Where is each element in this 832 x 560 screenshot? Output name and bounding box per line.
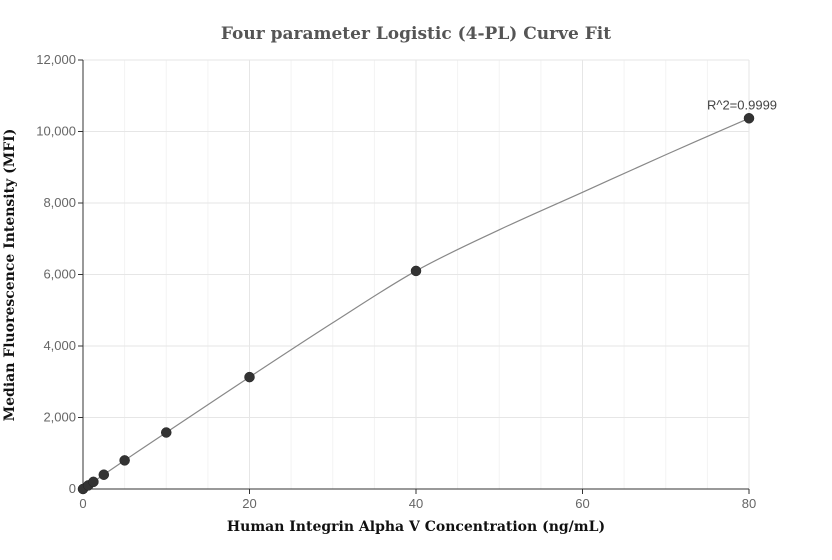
x-tick-label: 0 — [79, 496, 86, 511]
data-points-layer — [77, 113, 755, 495]
y-tick-label: 0 — [69, 481, 76, 496]
x-tick-label: 40 — [409, 496, 423, 511]
fit-curve-line — [82, 117, 750, 490]
y-tick-label: 6,000 — [43, 267, 76, 282]
x-tick-label: 60 — [575, 496, 589, 511]
y-tick-label: 12,000 — [36, 52, 76, 67]
data-point — [119, 455, 130, 466]
x-tick-label: 20 — [242, 496, 256, 511]
y-tick-label: 10,000 — [36, 124, 76, 139]
annotation-layer: R^2=0.9999 — [707, 97, 777, 112]
data-point — [98, 469, 110, 480]
y-axis-label: Median Fluorescence Intensity (MFI) — [2, 129, 18, 422]
fit-curve-layer — [82, 117, 750, 490]
data-point — [244, 371, 255, 383]
data-point — [161, 427, 172, 438]
axis-layer: 0 2,000 4,000 6,000 8,000 10,000 12,000 0 20 40 60… — [36, 52, 756, 511]
data-point — [743, 113, 755, 124]
y-tick-label: 4,000 — [43, 338, 76, 353]
data-point — [88, 476, 99, 488]
y-tick-label: 2,000 — [43, 410, 76, 425]
x-axis-label: Human Integrin Alpha V Concentration (ng… — [227, 519, 605, 535]
data-point — [410, 265, 422, 277]
y-tick-label: 8,000 — [43, 195, 76, 210]
x-tick-label: 80 — [742, 496, 756, 511]
chart-title: Four parameter Logistic (4-PL) Curve Fit — [221, 24, 611, 44]
r-squared-annotation: R^2=0.9999 — [707, 97, 777, 112]
